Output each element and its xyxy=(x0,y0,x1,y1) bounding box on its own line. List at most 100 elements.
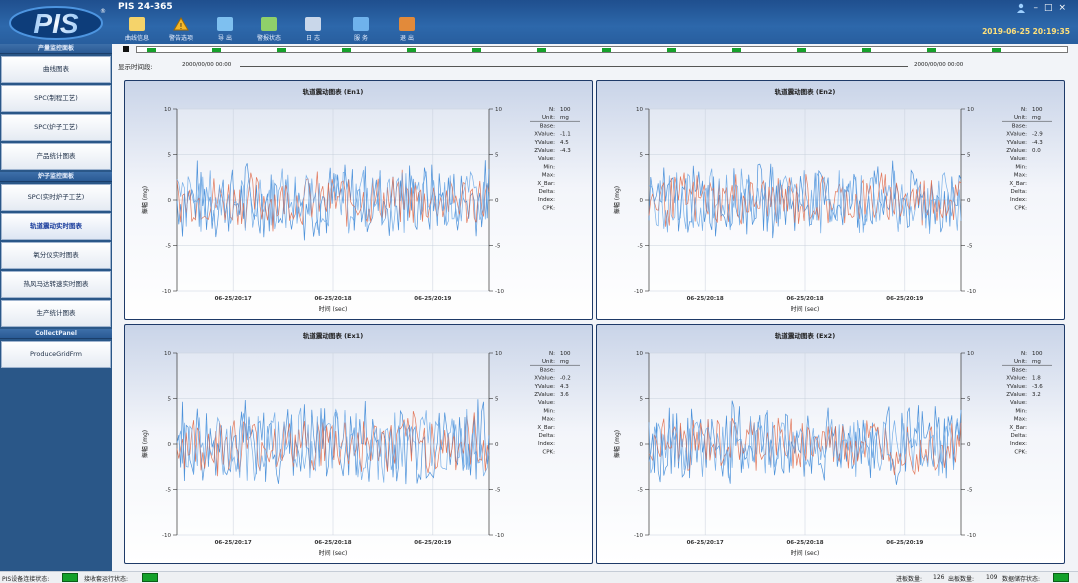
toolbar-label: 曲线信息 xyxy=(124,35,149,42)
info-key: X_Bar: xyxy=(1009,181,1027,187)
y2-tick-label: 5 xyxy=(967,153,971,159)
info-value-n: 100 xyxy=(1032,351,1043,357)
toolbar-button-1[interactable]: ! 警告选项 xyxy=(162,17,200,42)
y-tick-label: -5 xyxy=(638,244,644,250)
info-value-yvalue: -4.3 xyxy=(1032,140,1043,146)
sidebar-item-items1-2[interactable]: SPC(炉子工艺) xyxy=(1,114,111,141)
strip-led xyxy=(927,48,936,52)
title-bar: PIS ® PIS 24-365 曲线信息! 警告选项 导 出 警报状态 日 志 服 务 退… xyxy=(0,0,1078,44)
strip-toggle[interactable] xyxy=(123,46,129,52)
minimize-icon[interactable]: – xyxy=(1033,3,1044,13)
out-count-label: 出板数量: xyxy=(948,576,975,583)
info-key: ZValue: xyxy=(534,392,555,398)
maximize-icon[interactable]: □ xyxy=(1043,3,1059,13)
toolbar-button-3[interactable]: 警报状态 xyxy=(250,17,288,42)
status-bar: PIS设备连接状态: 接收套运行状态: 进板数量: 126 出板数量: 109 … xyxy=(0,571,1078,583)
x-tick-label: 06-25/20:18 xyxy=(314,296,351,302)
y2-tick-label: 5 xyxy=(495,153,499,159)
chart-svg: 轨道震动图表 (Ex1) -10 -10 -5 -5 0 0 5 5 10 10 06-25/20:1… xyxy=(141,331,580,557)
info-value-n: 100 xyxy=(560,351,571,357)
info-value-unit: mg xyxy=(1032,359,1041,365)
info-key: Base: xyxy=(1012,367,1027,373)
info-key: X_Bar: xyxy=(537,425,555,431)
conn-status-label: PIS设备连接状态: xyxy=(2,576,50,583)
chart-panel-3: 轨道震动图表 (Ex2) -10 -10 -5 -5 0 0 5 5 10 10 06-25/20:1… xyxy=(596,324,1065,564)
chart-title: 轨道震动图表 (Ex2) xyxy=(775,331,835,340)
strip-led xyxy=(992,48,1001,52)
y-tick-label: -5 xyxy=(638,488,644,494)
y-axis-label: 振幅 (mg) xyxy=(141,186,149,214)
toolbar-label: 警告选项 xyxy=(168,35,193,42)
info-key: Index: xyxy=(1010,441,1027,447)
y-tick-label: 5 xyxy=(168,397,172,403)
sidebar-item-items1-3[interactable]: 产品统计图表 xyxy=(1,143,111,170)
info-value-yvalue: 4.3 xyxy=(560,384,569,390)
info-key: CPK: xyxy=(542,449,555,455)
x-tick-label: 06-25/20:17 xyxy=(687,540,724,546)
x-tick-label: 06-25/20:19 xyxy=(886,540,923,546)
time-range-label: 显示时间段: xyxy=(118,63,153,71)
y-axis-label: 振幅 (mg) xyxy=(141,430,149,458)
run-status-indicator xyxy=(142,573,158,582)
strip-led xyxy=(407,48,416,52)
user-icon[interactable] xyxy=(1016,3,1026,15)
x-axis-label: 时间 (sec) xyxy=(791,305,820,313)
sidebar-section-oven[interactable]: 炉子监控面板 xyxy=(0,172,112,182)
svg-text:PIS: PIS xyxy=(33,8,78,39)
info-key: Min: xyxy=(543,164,555,170)
x-tick-label: 06-25/20:18 xyxy=(687,296,724,302)
info-key: Max: xyxy=(1014,173,1027,179)
series-line-2 xyxy=(176,407,490,483)
info-key: YValue: xyxy=(534,140,555,146)
info-key: XValue: xyxy=(534,376,555,382)
sidebar-item-items2-4[interactable]: 生产统计图表 xyxy=(1,300,111,327)
sidebar-item-items2-2[interactable]: 氧分仪实时图表 xyxy=(1,242,111,269)
series-line-1 xyxy=(648,417,962,476)
y-tick-label: 5 xyxy=(640,397,644,403)
exit-icon xyxy=(399,17,415,31)
time-range-start[interactable]: 2000/00/00 00:00 xyxy=(182,62,232,68)
y-tick-label: -10 xyxy=(162,533,171,539)
sidebar-section-collect[interactable]: CollectPanel xyxy=(0,329,112,339)
in-count-value: 126 xyxy=(933,574,945,581)
y2-tick-label: 5 xyxy=(495,397,499,403)
sidebar-item-items3-0[interactable]: ProduceGridFrm xyxy=(1,341,111,368)
y-tick-label: 0 xyxy=(168,198,172,204)
sidebar-item-items2-1[interactable]: 轨道震动实时图表 xyxy=(1,213,111,240)
info-key: CPK: xyxy=(1014,449,1027,455)
time-range-slider[interactable] xyxy=(240,66,908,67)
y-tick-label: -5 xyxy=(166,488,172,494)
datetime-display: 2019-06-25 20:19:35 xyxy=(982,27,1070,36)
time-range-end[interactable]: 2000/00/00 00:00 xyxy=(914,62,964,68)
strip-led xyxy=(797,48,806,52)
chart-panel-2: 轨道震动图表 (Ex1) -10 -10 -5 -5 0 0 5 5 10 10 06-25/20:1… xyxy=(124,324,593,564)
toolbar-button-0[interactable]: 曲线信息 xyxy=(118,17,156,42)
x-tick-label: 06-25/20:19 xyxy=(414,540,451,546)
y2-tick-label: -5 xyxy=(495,244,501,250)
strip-led xyxy=(147,48,156,52)
store-status-label: 数据储存状态: xyxy=(1002,576,1041,583)
sidebar-item-items1-0[interactable]: 曲线图表 xyxy=(1,56,111,83)
info-key: Index: xyxy=(1010,197,1027,203)
toolbar-button-6[interactable]: 退 出 xyxy=(388,17,426,42)
x-tick-label: 06-25/20:18 xyxy=(314,540,351,546)
sidebar-item-items2-0[interactable]: SPC(实时炉子工艺) xyxy=(1,184,111,211)
sidebar-item-items1-1[interactable]: SPC(制程工艺) xyxy=(1,85,111,112)
info-key: Value: xyxy=(1010,400,1027,406)
x-axis-label: 时间 (sec) xyxy=(319,305,348,313)
toolbar-label: 警报状态 xyxy=(256,35,281,42)
sidebar-group-oven: SPC(实时炉子工艺) 轨道震动实时图表 氧分仪实时图表 热风马达转速实时图表 生产统计… xyxy=(0,184,112,327)
close-icon[interactable]: × xyxy=(1058,3,1072,13)
document-chart-icon xyxy=(129,17,145,31)
toolbar-button-5[interactable]: 服 务 xyxy=(342,17,380,42)
y2-tick-label: -5 xyxy=(967,488,973,494)
strip-led xyxy=(862,48,871,52)
y2-tick-label: -10 xyxy=(495,289,504,295)
sidebar-item-items2-3[interactable]: 热风马达转速实时图表 xyxy=(1,271,111,298)
info-key: Base: xyxy=(540,123,555,129)
toolbar-button-2[interactable]: 导 出 xyxy=(206,17,244,42)
alarm-status-icon xyxy=(261,17,277,31)
toolbar-button-4[interactable]: 日 志 xyxy=(294,17,332,42)
sidebar-section-production[interactable]: 产量监控面板 xyxy=(0,44,112,54)
y2-tick-label: 0 xyxy=(967,198,971,204)
